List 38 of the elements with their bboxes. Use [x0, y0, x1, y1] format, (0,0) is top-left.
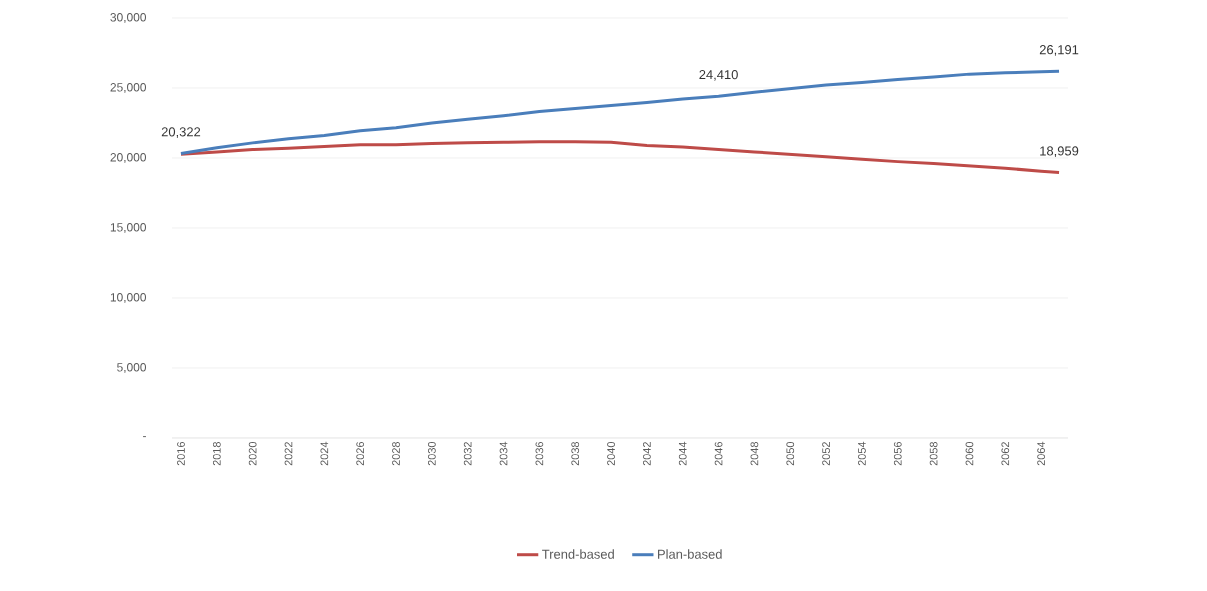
- x-tick-label: 2034: [499, 441, 508, 466]
- x-tick-label: 2052: [822, 442, 830, 466]
- y-tick-label: 10,000: [110, 293, 147, 303]
- x-tick-label: 2036: [535, 442, 544, 466]
- x-tick-label: 2044: [678, 441, 687, 466]
- y-tick-label: 20,000: [110, 153, 147, 163]
- x-tick-label: 2058: [929, 442, 938, 466]
- x-tick-label: 2062: [1001, 442, 1010, 466]
- x-tick-label: 2024: [320, 441, 329, 466]
- x-tick-label: 2050: [786, 441, 795, 466]
- x-tick-label: 2030: [427, 441, 436, 466]
- x-tick-label: 2064: [1037, 441, 1046, 466]
- y-tick-label: 25,000: [110, 83, 147, 93]
- y-tick-label: -: [143, 436, 146, 438]
- x-tick-label: 2040: [607, 441, 615, 466]
- x-tick-label: 2026: [356, 442, 365, 466]
- x-tick-label: 2018: [212, 442, 221, 466]
- annotation: 18,959: [1040, 146, 1079, 158]
- legend-label: Plan-based: [658, 549, 722, 559]
- y-tick-label: 5,000: [117, 363, 147, 373]
- x-tick-label: 2048: [750, 442, 759, 466]
- legend-label: Trend-based: [542, 549, 614, 559]
- annotation: 26,191: [1039, 45, 1079, 56]
- x-tick-label: 2056: [893, 442, 902, 466]
- x-tick-label: 2054: [858, 441, 866, 466]
- x-tick-label: 2020: [248, 441, 257, 466]
- x-tick-label: 2042: [643, 442, 651, 466]
- x-tick-label: 2038: [571, 442, 580, 466]
- x-tick-label: 2022: [284, 442, 293, 466]
- x-tick-label: 2046: [714, 442, 723, 466]
- x-tick-label: 2032: [463, 442, 472, 466]
- x-tick-label: 2028: [392, 442, 400, 466]
- y-tick-label: 15,000: [110, 223, 147, 233]
- x-tick-label: 2060: [965, 441, 974, 466]
- annotation: 20,322: [161, 127, 201, 138]
- x-tick-label: 2016: [177, 442, 185, 466]
- y-tick-label: 30,000: [110, 13, 147, 23]
- annotation: 24,410: [699, 70, 738, 81]
